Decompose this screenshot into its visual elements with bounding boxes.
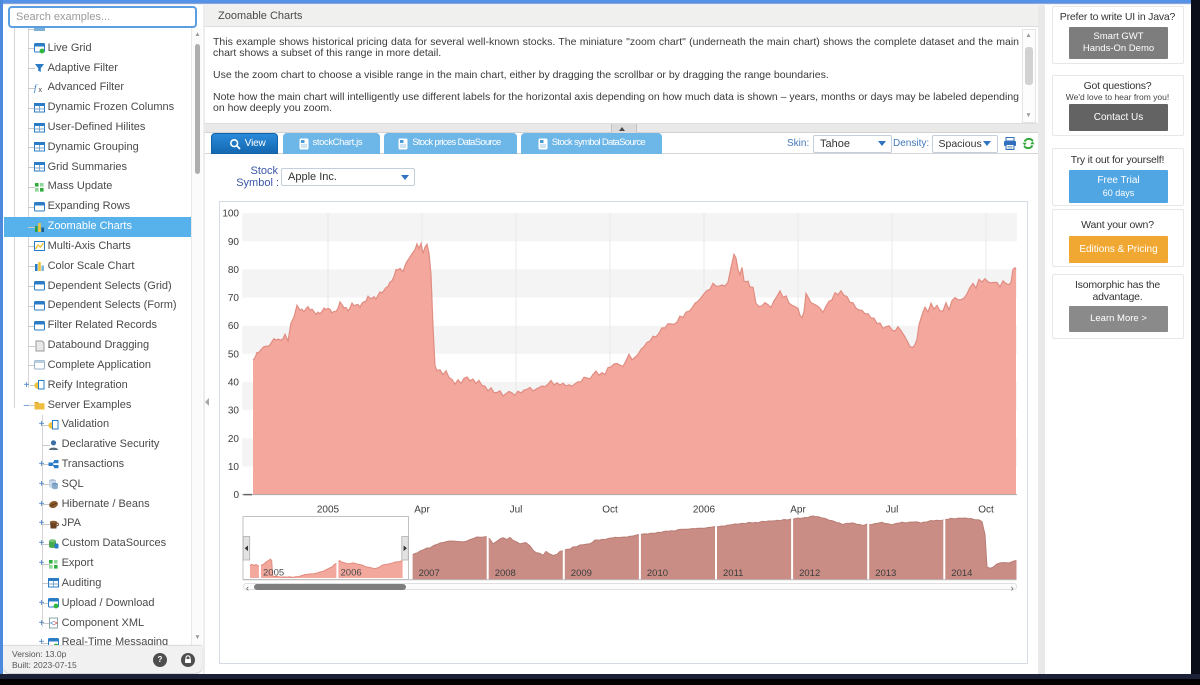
svg-text:50: 50 bbox=[228, 349, 240, 360]
svg-text:Apr: Apr bbox=[790, 505, 806, 516]
svg-text:2014: 2014 bbox=[951, 568, 972, 579]
svg-text:40: 40 bbox=[228, 378, 240, 389]
svg-text:Oct: Oct bbox=[602, 505, 618, 516]
svg-text:2010: 2010 bbox=[647, 568, 668, 579]
svg-text:<: < bbox=[50, 621, 54, 628]
svg-text:70: 70 bbox=[228, 293, 240, 304]
svg-text:20: 20 bbox=[228, 434, 240, 445]
svg-text:>: > bbox=[54, 621, 58, 628]
svg-text:2007: 2007 bbox=[419, 568, 440, 579]
svg-text:Jul: Jul bbox=[886, 505, 899, 516]
svg-text:f: f bbox=[34, 83, 38, 93]
svg-text:2006: 2006 bbox=[693, 505, 716, 516]
svg-text:Jul: Jul bbox=[510, 505, 523, 516]
svg-text:2011: 2011 bbox=[723, 568, 743, 579]
svg-text:Oct: Oct bbox=[978, 505, 994, 516]
svg-text:x: x bbox=[38, 87, 42, 94]
svg-text:10: 10 bbox=[228, 462, 240, 473]
svg-text:2006: 2006 bbox=[341, 568, 362, 579]
svg-text:90: 90 bbox=[228, 237, 240, 248]
svg-text:100: 100 bbox=[222, 209, 239, 220]
svg-text:30: 30 bbox=[228, 406, 240, 417]
svg-text:2009: 2009 bbox=[571, 568, 592, 579]
svg-text:2013: 2013 bbox=[875, 568, 896, 579]
svg-text:Apr: Apr bbox=[414, 505, 430, 516]
svg-text:0: 0 bbox=[233, 490, 239, 501]
svg-text:2012: 2012 bbox=[799, 568, 820, 579]
svg-text:2005: 2005 bbox=[317, 505, 340, 516]
svg-text:2008: 2008 bbox=[495, 568, 516, 579]
svg-text:80: 80 bbox=[228, 265, 240, 276]
svg-text:2005: 2005 bbox=[263, 568, 284, 579]
svg-text:60: 60 bbox=[228, 321, 240, 332]
